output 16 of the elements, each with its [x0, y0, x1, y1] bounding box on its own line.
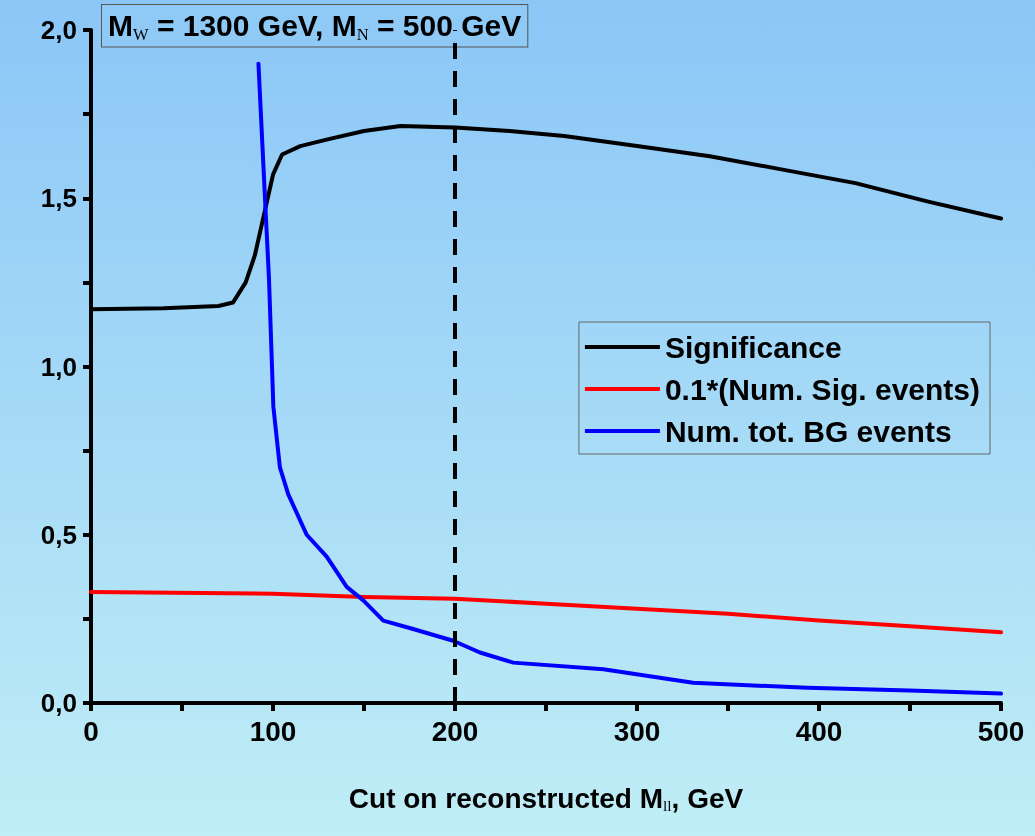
x-tick-label: 300	[613, 715, 661, 747]
y-tick-label: 1,0	[40, 351, 77, 382]
line-series	[256, 61, 1003, 696]
legend-label: Significance	[664, 330, 842, 364]
line-series	[89, 589, 1003, 635]
x-tick-label: 500	[977, 715, 1025, 747]
legend-label: Num. tot. BG events	[664, 414, 952, 448]
y-tick-label: 0,0	[40, 688, 77, 718]
x-tick-label: 400	[795, 715, 843, 747]
x-tick-label: 100	[249, 715, 297, 747]
y-tick-label: 1,5	[40, 183, 77, 214]
x-tick-label: 200	[431, 715, 479, 747]
legend-label: 0.1*(Num. Sig. events)	[664, 372, 981, 406]
y-tick-label: 0,5	[40, 519, 77, 550]
x-tick-label: 0	[83, 715, 99, 747]
y-tick-label: 2,0	[40, 15, 77, 45]
